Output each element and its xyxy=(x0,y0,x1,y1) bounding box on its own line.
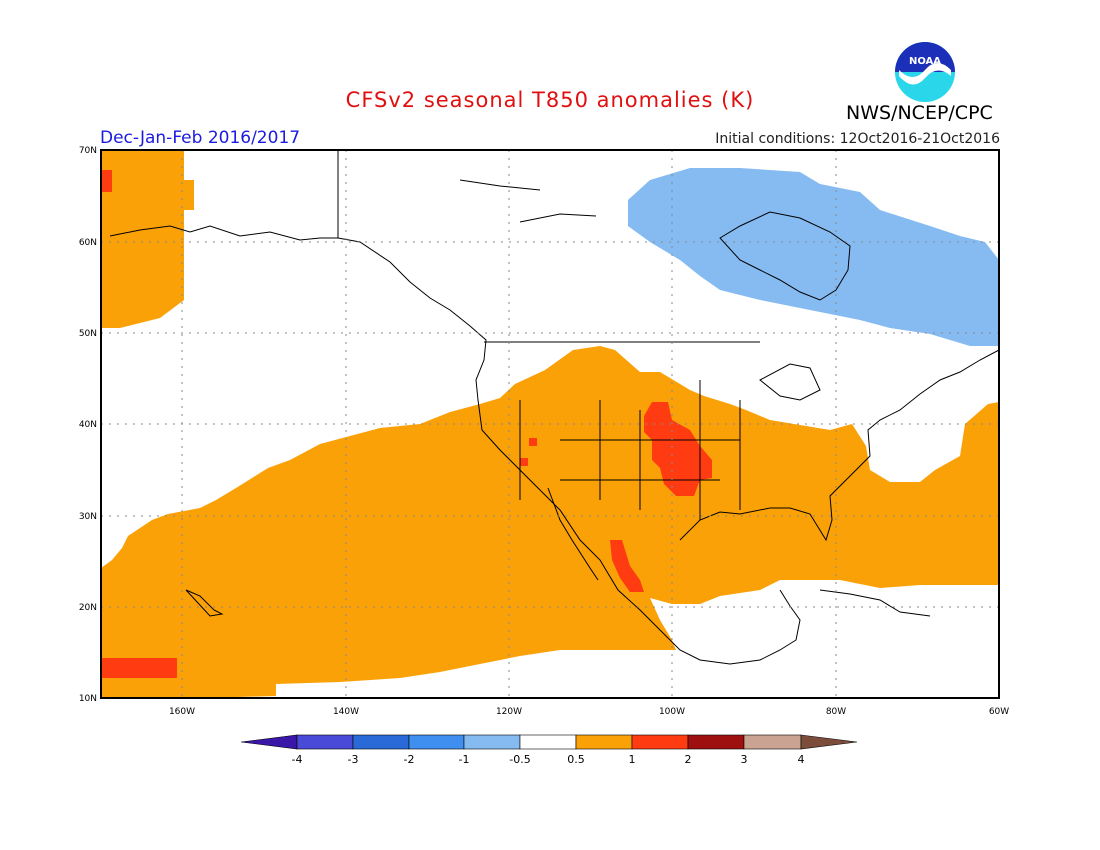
logo-text: NOAA xyxy=(909,56,941,67)
anomaly-spot-2 xyxy=(520,458,528,466)
lon-label-140w: 140W xyxy=(333,707,359,717)
lat-label-60n: 60N xyxy=(79,238,97,248)
legend-cell-1 xyxy=(296,734,354,750)
legend-label-3: -2 xyxy=(404,753,415,766)
color-legend xyxy=(240,734,858,750)
legend-cell-5 xyxy=(519,734,577,750)
legend-arrow-left xyxy=(240,734,298,750)
noaa-logo: NOAA xyxy=(895,42,955,102)
legend-cell-3 xyxy=(408,734,465,750)
anomaly-region-main xyxy=(101,346,999,698)
map-gridlines xyxy=(101,150,999,698)
initial-conditions-label: Initial conditions: 12Oct2016-21Oct2016 xyxy=(715,131,1000,147)
lon-label-100w: 100W xyxy=(659,707,685,717)
lat-label-20n: 20N xyxy=(79,603,97,613)
legend-cell-2 xyxy=(352,734,410,750)
lon-label-60w: 60W xyxy=(989,707,1009,717)
lat-label-30n: 30N xyxy=(79,512,97,522)
legend-label-7: 1 xyxy=(629,753,636,766)
agency-label: NWS/NCEP/CPC xyxy=(846,102,993,124)
legend-cell-8 xyxy=(687,734,745,750)
anomaly-region-canada-cool xyxy=(628,168,999,346)
legend-cell-4 xyxy=(463,734,521,750)
legend-cell-9 xyxy=(743,734,802,750)
legend-label-10: 4 xyxy=(798,753,805,766)
legend-label-9: 3 xyxy=(741,753,748,766)
legend-cell-7 xyxy=(631,734,689,750)
legend-label-4: -1 xyxy=(459,753,470,766)
map-frame xyxy=(100,149,1000,699)
legend-label-6: 0.5 xyxy=(567,753,585,766)
lon-label-80w: 80W xyxy=(826,707,846,717)
period-label: Dec-Jan-Feb 2016/2017 xyxy=(100,128,301,148)
lat-label-50n: 50N xyxy=(79,329,97,339)
legend-label-1: -4 xyxy=(292,753,303,766)
legend-label-5: -0.5 xyxy=(509,753,530,766)
legend-label-8: 2 xyxy=(685,753,692,766)
anomaly-region-hawaii-strong xyxy=(101,658,177,678)
lat-label-70n: 70N xyxy=(79,146,97,156)
legend-cell-6 xyxy=(575,734,633,750)
anomaly-region-alaska xyxy=(101,150,194,328)
lat-label-10n: 10N xyxy=(79,694,97,704)
anomaly-region-mexico-strong xyxy=(610,540,644,592)
lat-label-40n: 40N xyxy=(79,420,97,430)
anomaly-spot-1 xyxy=(529,438,537,446)
lon-label-120w: 120W xyxy=(496,707,522,717)
lon-label-160w: 160W xyxy=(169,707,195,717)
legend-arrow-right xyxy=(800,734,858,750)
legend-label-2: -3 xyxy=(348,753,359,766)
anomaly-region-plains-strong xyxy=(644,402,712,496)
anomaly-region-alaska-strong xyxy=(101,170,112,192)
map-outlines xyxy=(109,150,999,665)
map-title: CFSv2 seasonal T850 anomalies (K) xyxy=(345,88,755,112)
